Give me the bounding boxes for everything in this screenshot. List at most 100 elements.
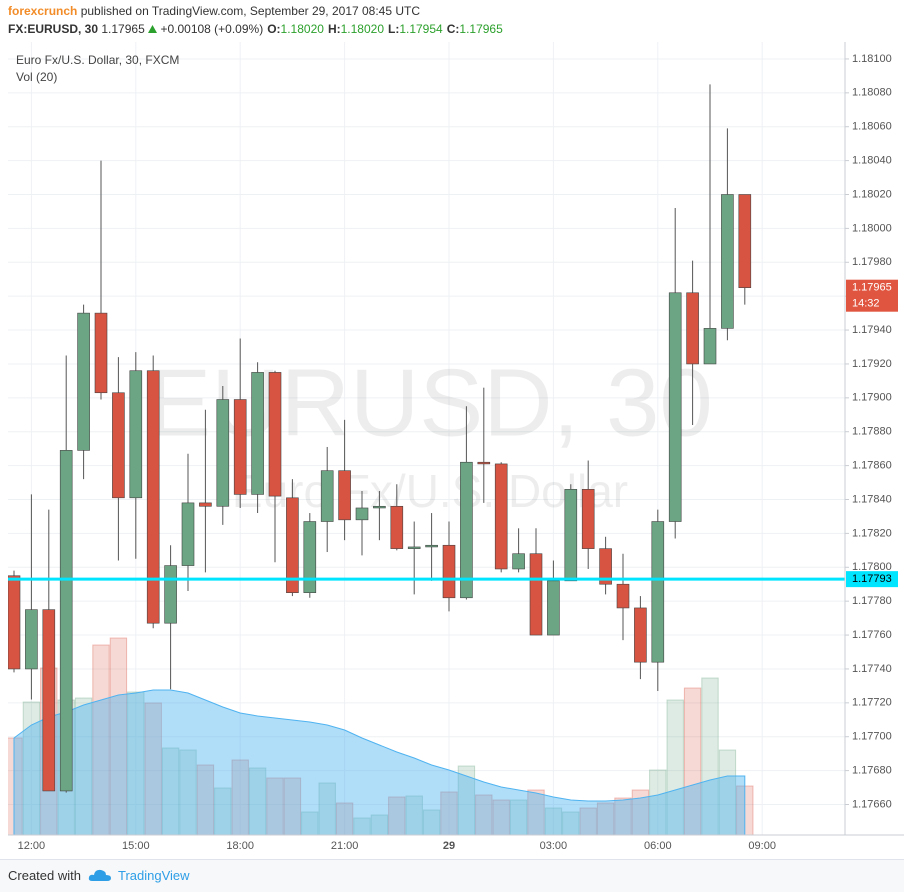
volume-bar bbox=[492, 799, 510, 835]
candle-body bbox=[303, 521, 317, 593]
volume-bar bbox=[701, 677, 719, 835]
chart-title: Euro Fx/U.S. Dollar, 30, FXCM bbox=[16, 53, 179, 67]
up-arrow bbox=[148, 25, 158, 33]
candle-body bbox=[8, 575, 21, 670]
y-tick-label: 1.17840 bbox=[852, 493, 892, 505]
y-tick-label: 1.18080 bbox=[852, 87, 892, 99]
candle-body bbox=[164, 565, 177, 624]
last-price-badge bbox=[846, 279, 898, 312]
y-tick-label: 1.17980 bbox=[852, 256, 892, 268]
volume-bar bbox=[440, 791, 458, 835]
candle-body bbox=[112, 392, 125, 499]
candle-body bbox=[721, 194, 734, 329]
symbol-line: FX:EURUSD, 30 1.17965 +0.00108 (+0.09%) O… bbox=[8, 22, 503, 36]
y-tick-label: 1.18040 bbox=[852, 155, 892, 167]
volume-legend: Vol (20) bbox=[16, 70, 57, 84]
y-tick-label: 1.17780 bbox=[852, 595, 892, 607]
ohlc-value: 1.17954 bbox=[399, 22, 443, 36]
y-tick-label: 1.17740 bbox=[852, 663, 892, 675]
watermark: EURUSD, 30 bbox=[147, 349, 713, 456]
published: published on TradingView.com, September … bbox=[80, 4, 421, 18]
candle-body bbox=[42, 609, 56, 792]
candle-body bbox=[564, 489, 578, 582]
x-tick-label: 29 bbox=[443, 840, 455, 852]
logo bbox=[88, 869, 111, 881]
candle-body bbox=[581, 489, 595, 549]
x-tick-label: 09:00 bbox=[748, 840, 776, 852]
volume-bar bbox=[144, 702, 162, 835]
candle-body bbox=[373, 505, 386, 509]
brand[interactable]: TradingView bbox=[118, 868, 190, 883]
volume-bar bbox=[22, 701, 41, 835]
ohlc-label: O: bbox=[267, 22, 281, 36]
volume-bar bbox=[614, 797, 632, 835]
volume-bar bbox=[683, 687, 702, 835]
header: forexcrunch published on TradingView.com… bbox=[0, 0, 904, 42]
candle-body bbox=[338, 470, 351, 521]
candle-body bbox=[599, 548, 612, 585]
volume-bar bbox=[475, 794, 493, 835]
candle-body bbox=[634, 607, 647, 663]
x-tick-label: 15:00 bbox=[122, 840, 150, 852]
author[interactable]: forexcrunch bbox=[8, 4, 78, 18]
x-tick-label: 18:00 bbox=[226, 840, 254, 852]
volume-bar bbox=[562, 811, 580, 835]
change: +0.00108 (+0.09%) bbox=[160, 22, 264, 36]
volume-bar bbox=[666, 699, 684, 835]
x-tick-label: 06:00 bbox=[644, 840, 672, 852]
volume-bar bbox=[283, 777, 302, 835]
candle-body bbox=[738, 194, 752, 288]
volume-bar bbox=[74, 697, 93, 835]
candle-body bbox=[651, 521, 665, 663]
y-tick-label: 1.18000 bbox=[852, 222, 892, 234]
countdown: 14:32 bbox=[852, 298, 880, 310]
y-tick-label: 1.18060 bbox=[852, 121, 892, 133]
volume-bar bbox=[544, 807, 563, 835]
candle-body bbox=[460, 461, 473, 599]
y-tick-label: 1.17660 bbox=[852, 798, 892, 810]
volume-bar bbox=[388, 796, 406, 835]
chart: EURUSD, 30 Euro Fx/U.S. Dollar 1.181001.… bbox=[8, 42, 904, 852]
candle-body bbox=[529, 553, 543, 636]
x-tick-label: 12:00 bbox=[18, 840, 46, 852]
volume-bar bbox=[457, 765, 476, 835]
volume-bar bbox=[301, 811, 319, 835]
ohlc-label: L: bbox=[388, 22, 400, 36]
volume-bar bbox=[92, 644, 110, 835]
candle-body bbox=[616, 583, 630, 609]
ohlc-value: 1.18020 bbox=[340, 22, 384, 36]
y-tick-label: 1.17860 bbox=[852, 460, 892, 472]
volume-bar bbox=[631, 789, 650, 835]
last-price-label: 1.17965 bbox=[852, 282, 892, 294]
y-tick-label: 1.17940 bbox=[852, 324, 892, 336]
candle-body bbox=[199, 502, 212, 507]
volume-bar bbox=[649, 769, 667, 835]
symbol: FX:EURUSD, 30 bbox=[8, 22, 99, 36]
candle-body bbox=[233, 399, 247, 495]
candle-body bbox=[59, 450, 73, 792]
y-tick-label: 1.17760 bbox=[852, 629, 892, 641]
footer: Created with TradingView bbox=[0, 859, 904, 892]
volume-bar bbox=[214, 787, 232, 835]
volume-bar bbox=[231, 759, 249, 835]
volume-bar bbox=[196, 764, 215, 835]
candle-body bbox=[407, 546, 421, 549]
volume-bar bbox=[422, 809, 441, 835]
volume-bar bbox=[109, 637, 128, 835]
candle-body bbox=[216, 399, 230, 507]
volume-bar bbox=[127, 691, 145, 835]
volume-bar bbox=[718, 749, 737, 835]
candle-body bbox=[146, 370, 160, 624]
y-tick-label: 1.18020 bbox=[852, 188, 892, 200]
volume-bar bbox=[335, 802, 354, 835]
y-tick-label: 1.17800 bbox=[852, 561, 892, 573]
candle-body bbox=[25, 609, 38, 670]
candle-body bbox=[547, 580, 560, 636]
ohlc-value: 1.17965 bbox=[459, 22, 503, 36]
candle-body bbox=[286, 497, 299, 593]
y-tick-label: 1.17900 bbox=[852, 392, 892, 404]
candle-body bbox=[320, 470, 334, 522]
candle-body bbox=[129, 370, 143, 499]
candle-body bbox=[668, 292, 682, 522]
